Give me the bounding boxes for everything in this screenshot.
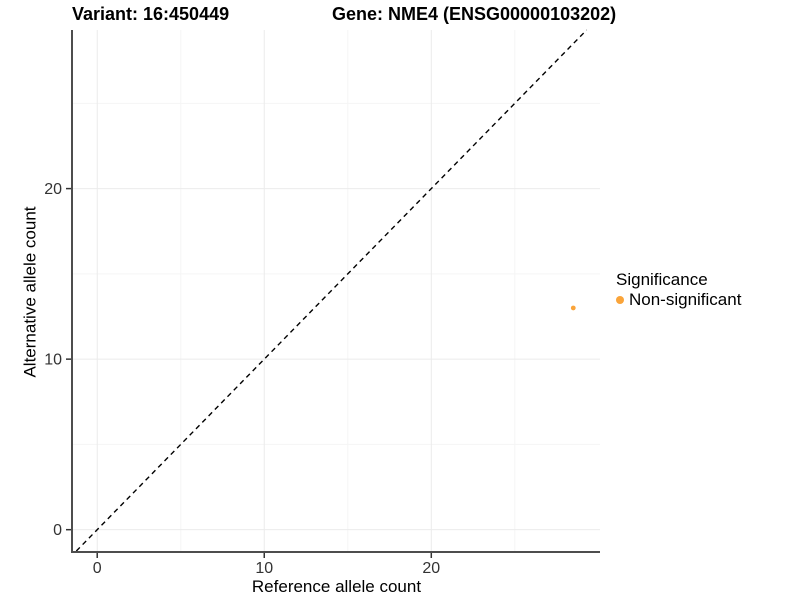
x-tick-label: 10	[255, 560, 273, 577]
x-tick-label: 20	[422, 560, 440, 577]
identity-line	[75, 29, 588, 552]
x-axis-title: Reference allele count	[251, 577, 422, 596]
legend-title: Significance	[616, 270, 708, 289]
plot-title-gene: Gene: NME4 (ENSG00000103202)	[332, 4, 617, 24]
y-tick-label: 20	[44, 181, 62, 198]
y-tick-label: 0	[53, 522, 62, 539]
legend-point-icon	[616, 296, 624, 304]
y-tick-label: 10	[44, 352, 62, 369]
legend: Significance Non-significant	[616, 269, 741, 310]
data-point	[570, 305, 576, 311]
legend-item: Non-significant	[616, 290, 741, 310]
plot-title-variant: Variant: 16:450449	[72, 4, 230, 24]
y-axis-title: Alternative allele count	[20, 206, 40, 378]
legend-item-label: Non-significant	[629, 290, 742, 309]
x-tick-label: 0	[93, 560, 102, 577]
